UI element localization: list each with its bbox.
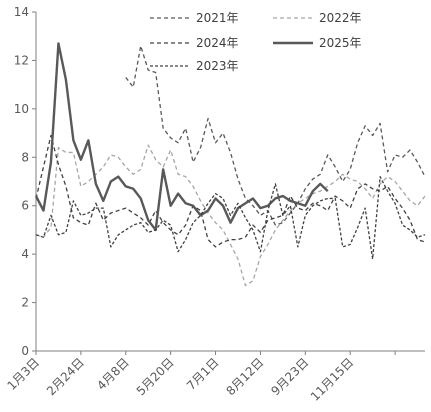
series-line-0 xyxy=(125,45,426,226)
x-tick-label: 5月20日 xyxy=(134,355,177,398)
x-tick-label: 11月15日 xyxy=(308,355,356,403)
x-tick-label: 2月24日 xyxy=(44,355,87,398)
x-tick-label: 1月3日 xyxy=(4,355,42,393)
y-tick-label: 0 xyxy=(21,344,29,358)
y-tick-label: 2 xyxy=(21,296,29,310)
series-line-1 xyxy=(35,144,426,287)
legend-label-4: 2023年 xyxy=(196,59,239,73)
legend-label-0: 2021年 xyxy=(196,11,239,25)
legend-label-2: 2024年 xyxy=(196,36,239,50)
y-tick-label: 8 xyxy=(21,150,29,164)
y-tick-label: 10 xyxy=(14,102,29,116)
series-line-4 xyxy=(35,176,426,260)
x-tick-label: 7月1日 xyxy=(184,355,222,393)
y-tick-label: 6 xyxy=(21,199,29,213)
legend-label-3: 2025年 xyxy=(319,36,362,50)
x-tick-label: 9月23日 xyxy=(268,355,311,398)
x-tick-label: 4月8日 xyxy=(94,355,132,393)
y-tick-label: 4 xyxy=(21,247,29,261)
legend: 2021年 2022年 2024年 2025年 2023年 xyxy=(150,11,362,73)
series-lines xyxy=(34,42,426,287)
series-line-3 xyxy=(34,42,329,232)
x-tick-label: 8月12日 xyxy=(223,355,266,398)
legend-label-1: 2022年 xyxy=(319,11,362,25)
series-line-2 xyxy=(35,134,426,248)
y-tick-label: 12 xyxy=(14,53,29,67)
y-tick-label: 14 xyxy=(14,5,29,19)
